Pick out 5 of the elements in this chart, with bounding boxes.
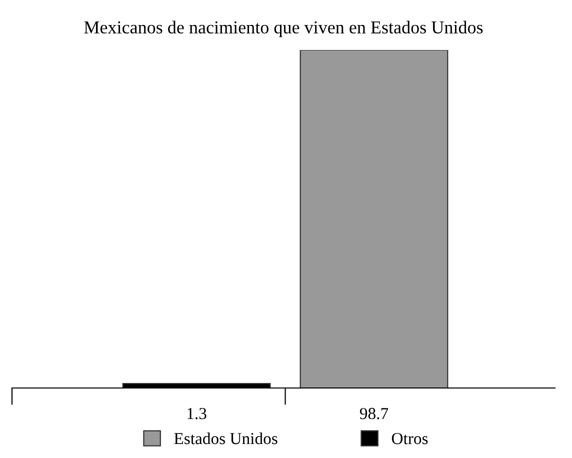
data-label: 1.3: [188, 408, 206, 420]
legend-label: Estados Unidos: [174, 432, 278, 444]
data-label: 98.7: [360, 408, 388, 420]
chart-title: Mexicanos de nacimiento que viven en Estados Unidos: [84, 20, 483, 38]
legend-label: Otros: [392, 432, 428, 444]
